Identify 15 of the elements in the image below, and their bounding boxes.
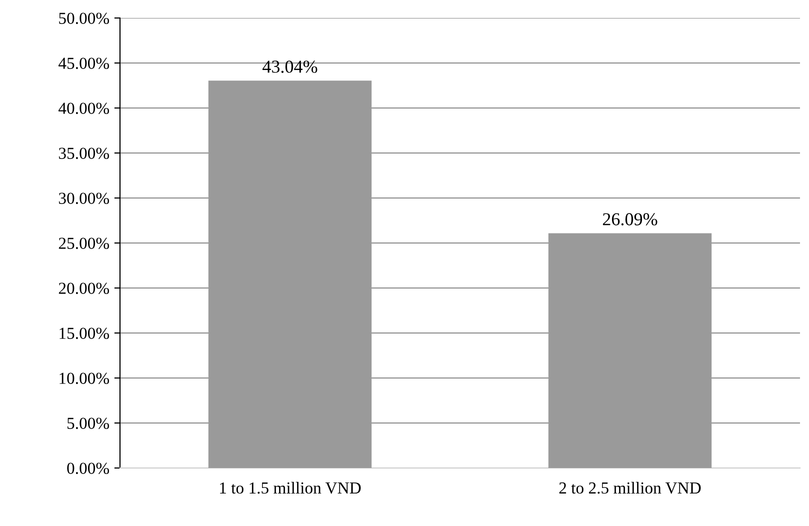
data-label: 43.04% (262, 60, 318, 73)
y-tick-label: 45.00% (58, 58, 110, 70)
y-tick-label: 0.00% (67, 462, 110, 474)
data-label: 26.09% (602, 213, 658, 226)
y-tick-label: 50.00% (59, 12, 110, 24)
y-tick-label: 20.00% (58, 282, 110, 294)
x-tick-label: 1 to 1.5 million VND (220, 482, 361, 494)
y-tick-label: 25.00% (58, 238, 110, 250)
y-tick-label: 40.00% (58, 102, 110, 114)
y-tick-label: 10.00% (60, 372, 110, 384)
y-tick-label: 15.00% (60, 328, 110, 340)
y-tick-label: 30.00% (58, 192, 110, 204)
x-tick-label: 2 to 2.5 million VND (559, 482, 701, 494)
y-tick-label: 35.00% (58, 148, 110, 160)
y-tick-label: 5.00% (68, 418, 110, 430)
